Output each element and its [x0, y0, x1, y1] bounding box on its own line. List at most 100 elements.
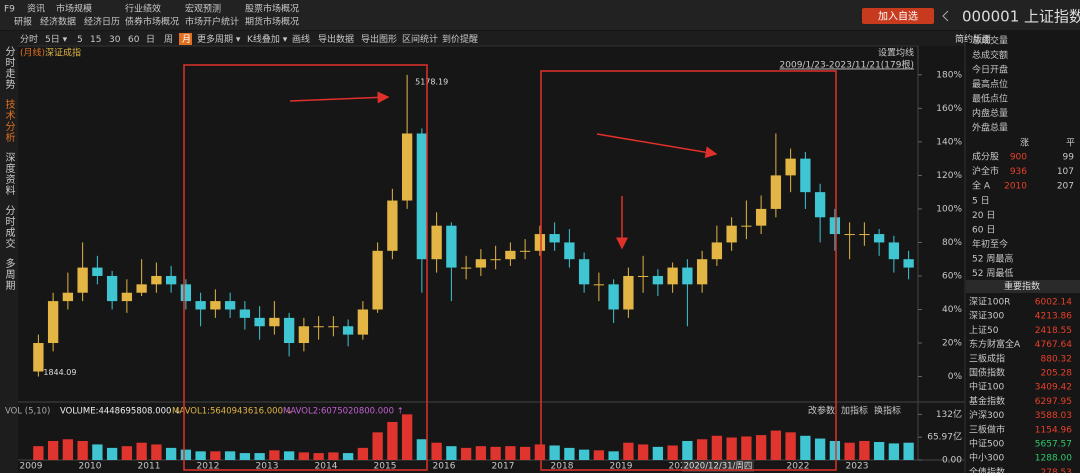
- index-name[interactable]: 基金指数: [969, 395, 1005, 407]
- toolbar-item[interactable]: 日: [146, 34, 155, 45]
- toolbar-item[interactable]: 30: [109, 35, 121, 45]
- sidebar-tab[interactable]: 深度资料: [3, 152, 15, 196]
- toolbar-item[interactable]: 5日 ▾: [45, 34, 68, 45]
- stock-name: 上证指数: [1024, 8, 1080, 26]
- candle-body: [446, 225, 457, 268]
- low-annotation: 1844.09: [43, 368, 76, 377]
- toolbar-item[interactable]: 区间统计: [402, 33, 438, 45]
- index-name[interactable]: 三板做市: [969, 423, 1005, 435]
- candle-body: [652, 275, 664, 285]
- add-watchlist-button[interactable]: [862, 8, 934, 24]
- menu-item[interactable]: 宏观预测: [185, 3, 221, 15]
- sidebar: [0, 31, 18, 473]
- menu-item[interactable]: 行业绩效: [125, 3, 161, 15]
- toolbar-item[interactable]: 5: [77, 35, 83, 45]
- volume-legend: VOLUME:4448695808.000 ↓: [60, 407, 181, 417]
- sidebar-tab[interactable]: 分时成交: [3, 205, 15, 249]
- candle-body: [873, 234, 885, 243]
- volume-bar: [224, 451, 236, 460]
- toolbar-item[interactable]: 导出图形: [361, 33, 397, 45]
- index-name[interactable]: 上证50: [969, 325, 999, 336]
- menu-item[interactable]: 市场开户统计: [185, 16, 239, 28]
- x-tick-label: 2015: [374, 462, 397, 472]
- candle-body: [519, 250, 531, 252]
- sidebar-tab[interactable]: 分时走势: [3, 46, 15, 90]
- volume-button[interactable]: 换指标: [874, 405, 901, 417]
- toolbar-item[interactable]: 分时: [20, 33, 38, 45]
- period-stat: 20 日: [972, 210, 995, 221]
- breadth-header: 平: [1066, 138, 1075, 149]
- period-stat: 52 周最低: [972, 267, 1013, 279]
- range-label: 2009/1/23-2023/11/21(179根): [780, 59, 914, 71]
- period-label: (月线): [20, 47, 45, 59]
- x-tick-label: 2010: [79, 462, 102, 472]
- overlay-label: 深证成指: [45, 47, 81, 59]
- index-name[interactable]: 中小300: [969, 452, 1004, 464]
- layout-toggle[interactable]: 简约版面: [955, 33, 991, 45]
- toolbar-item[interactable]: 60: [128, 35, 140, 45]
- toolbar-item[interactable]: 月: [182, 34, 191, 45]
- y-tick-label: 160%: [936, 104, 962, 114]
- candle-body: [564, 242, 575, 260]
- sidebar-tab[interactable]: 多周期: [3, 257, 15, 291]
- candle-body: [283, 317, 295, 344]
- index-value: 3409.42: [1035, 383, 1072, 393]
- index-name[interactable]: 中证100: [969, 381, 1004, 393]
- index-name[interactable]: 东方财富全A: [969, 338, 1021, 350]
- back-icon[interactable]: [942, 10, 949, 22]
- index-name[interactable]: 沪深300: [969, 409, 1004, 421]
- toolbar-item[interactable]: 到价提醒: [442, 33, 478, 45]
- volume-bar: [446, 446, 457, 460]
- volume-bar: [623, 442, 634, 460]
- period-stat: 年初至今: [972, 238, 1008, 250]
- menu-item[interactable]: 经济数据: [40, 16, 76, 28]
- index-value: 4767.64: [1035, 340, 1072, 350]
- volume-bar: [401, 414, 413, 460]
- menu-item[interactable]: 资讯: [27, 4, 45, 15]
- date-tooltip: 2020/12/31/周四: [684, 462, 753, 472]
- toolbar-item[interactable]: 周: [164, 34, 173, 45]
- y-tick-label: 20%: [942, 339, 962, 349]
- menu-item[interactable]: 期货市场概况: [245, 16, 299, 28]
- add-watchlist-label[interactable]: 加入自选: [878, 10, 918, 23]
- index-name[interactable]: 深证300: [969, 311, 1004, 322]
- volume-bar: [667, 445, 678, 460]
- toolbar-item[interactable]: K线叠加 ▾: [247, 33, 288, 45]
- index-name[interactable]: 国债指数: [969, 367, 1005, 379]
- index-value: 6297.95: [1035, 397, 1072, 407]
- ma-settings[interactable]: 设置均线: [878, 47, 914, 59]
- candle-body: [47, 301, 59, 344]
- index-value: 3588.03: [1035, 411, 1072, 421]
- sidebar-tab[interactable]: 技术分析: [3, 98, 15, 143]
- menu-item[interactable]: F9: [4, 5, 15, 15]
- menu-item[interactable]: 债券市场概况: [125, 16, 179, 28]
- volume-bar: [859, 440, 870, 460]
- volume-button[interactable]: 改参数: [808, 405, 835, 417]
- index-name[interactable]: 中证500: [969, 438, 1004, 450]
- menu-item[interactable]: 市场规模: [56, 3, 92, 15]
- candle-body: [195, 301, 206, 310]
- toolbar: [0, 31, 965, 46]
- indices-header: 重要指数: [1004, 280, 1040, 292]
- volume-button[interactable]: 加指标: [841, 405, 868, 417]
- volume-bar: [195, 451, 206, 460]
- index-name[interactable]: 全债指数: [969, 466, 1005, 473]
- toolbar-item[interactable]: 画线: [292, 33, 310, 45]
- toolbar-item[interactable]: 导出数据: [318, 33, 354, 45]
- volume-bar: [682, 440, 693, 460]
- candle-body: [844, 234, 855, 236]
- menu-item[interactable]: 经济日历: [84, 16, 120, 28]
- menu-item[interactable]: 股票市场概况: [245, 3, 299, 15]
- candle-body: [165, 275, 177, 285]
- menu-item[interactable]: 研报: [14, 16, 32, 28]
- candle-body: [755, 208, 767, 226]
- index-name[interactable]: 深证100R: [969, 297, 1010, 308]
- candle-body: [682, 267, 693, 285]
- y-tick-label: 0.00: [942, 456, 962, 466]
- x-tick-label: 2013: [256, 462, 279, 472]
- candle-body: [357, 309, 369, 335]
- toolbar-item[interactable]: 15: [90, 35, 101, 45]
- toolbar-item[interactable]: 更多周期 ▾: [197, 33, 241, 45]
- index-name[interactable]: 三板成指: [969, 352, 1005, 364]
